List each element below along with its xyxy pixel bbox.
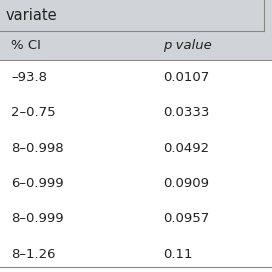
Text: variate: variate bbox=[5, 8, 57, 23]
Text: 0.0492: 0.0492 bbox=[163, 142, 209, 155]
Text: –93.8: –93.8 bbox=[11, 71, 47, 84]
Text: % CI: % CI bbox=[11, 39, 41, 52]
Text: 2–0.75: 2–0.75 bbox=[11, 106, 55, 119]
Text: 0.0909: 0.0909 bbox=[163, 177, 209, 190]
Text: 0.0107: 0.0107 bbox=[163, 71, 209, 84]
Text: p value: p value bbox=[163, 39, 212, 52]
Text: 8–0.999: 8–0.999 bbox=[11, 212, 63, 225]
Text: 0.0957: 0.0957 bbox=[163, 212, 209, 225]
Text: 8–0.998: 8–0.998 bbox=[11, 142, 63, 155]
Bar bbox=[0, 0, 272, 31]
Bar bbox=[0, 31, 272, 60]
Text: 0.0333: 0.0333 bbox=[163, 106, 209, 119]
Text: 0.11: 0.11 bbox=[163, 248, 193, 261]
Text: 6–0.999: 6–0.999 bbox=[11, 177, 63, 190]
Text: 8–1.26: 8–1.26 bbox=[11, 248, 55, 261]
